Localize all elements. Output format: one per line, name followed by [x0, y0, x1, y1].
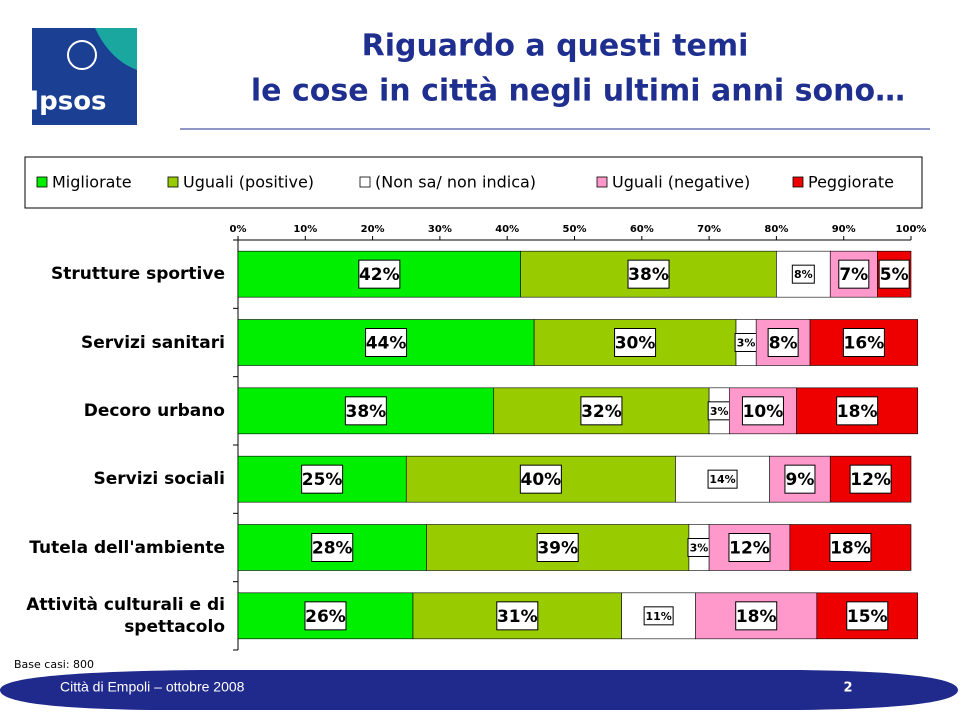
legend-label: Uguali (negative) [612, 173, 750, 192]
value-label: 18% [837, 402, 878, 422]
category-label: Tutela dell'ambiente [29, 537, 225, 558]
legend-label: (Non sa/ non indica) [375, 173, 536, 192]
value-label: 38% [628, 265, 669, 285]
category-label: Servizi sociali [93, 469, 225, 490]
legend-marker [792, 176, 804, 188]
chart-title: Riguardo a questi temi [362, 29, 749, 64]
value-label: 14% [709, 473, 735, 486]
legend-marker [596, 176, 608, 188]
x-tick-label: 10% [293, 224, 317, 235]
value-label: 26% [305, 607, 346, 627]
value-label-box [836, 396, 879, 426]
x-tick-label: 50% [563, 224, 587, 235]
x-tick-label: 100% [896, 224, 927, 235]
value-label: 16% [844, 334, 885, 354]
chart-title: le cose in città negli ultimi anni sono… [251, 74, 905, 109]
value-label: 11% [645, 610, 671, 623]
x-tick-label: 40% [495, 224, 519, 235]
value-label: 12% [729, 539, 770, 559]
value-label-box [301, 464, 344, 494]
value-label: 40% [520, 470, 561, 490]
value-label: 3% [710, 405, 729, 418]
legend-marker [167, 176, 179, 188]
value-label: 38% [346, 402, 387, 422]
value-label: 42% [359, 265, 400, 285]
x-tick-label: 70% [697, 224, 721, 235]
value-label-box [519, 464, 562, 494]
value-label: 32% [581, 402, 622, 422]
category-label: Strutture sportive [51, 264, 225, 285]
x-tick-label: 90% [832, 224, 856, 235]
value-label-box [728, 533, 771, 562]
legend-marker [359, 176, 371, 188]
value-label: 31% [497, 607, 538, 627]
value-label-box [784, 464, 816, 494]
value-label: 8% [769, 334, 798, 354]
logo-text: Ipsos [29, 87, 106, 117]
value-label-box [536, 533, 579, 562]
x-tick-label: 60% [630, 224, 654, 235]
value-label-box [741, 396, 784, 426]
category-label: Decoro urbano [83, 400, 225, 421]
value-label-box [580, 396, 623, 426]
note: Base casi: 800 [14, 658, 94, 671]
value-label: 18% [830, 539, 871, 559]
value-label: 10% [743, 402, 784, 422]
value-label-box [829, 533, 872, 562]
category-label: Attività culturali e di spettacolo [26, 594, 225, 637]
value-label: 3% [737, 337, 756, 350]
value-label-box [365, 328, 408, 357]
value-label-box [344, 396, 387, 426]
value-label-box [358, 259, 401, 289]
footer-band [0, 670, 958, 710]
value-label: 15% [847, 607, 888, 627]
x-tick-label: 80% [764, 224, 788, 235]
value-label: 9% [786, 470, 815, 490]
value-label-box [838, 259, 870, 289]
x-tick-label: 30% [428, 224, 452, 235]
value-label: 5% [880, 265, 909, 285]
value-label-box [842, 328, 885, 357]
footer-text: Città di Empoli – ottobre 2008 [60, 679, 245, 695]
value-label: 25% [302, 470, 343, 490]
value-label-box [846, 601, 889, 631]
value-label-box [735, 601, 778, 631]
value-label-box [311, 533, 354, 562]
logo-figure [67, 40, 97, 70]
legend-label: Migliorate [52, 173, 132, 192]
legend-label: Uguali (positive) [183, 173, 314, 192]
value-label-box [791, 264, 815, 284]
value-label-box [878, 259, 910, 289]
value-label: 30% [615, 334, 656, 354]
logo-accent [95, 28, 137, 70]
value-label: 28% [312, 539, 353, 559]
value-label-box [614, 328, 657, 357]
x-tick-label: 20% [361, 224, 385, 235]
legend-marker [36, 176, 48, 188]
value-label-box [767, 328, 799, 357]
value-label-box [304, 601, 347, 631]
value-label-box [849, 464, 892, 494]
category-label: Servizi sanitari [80, 332, 225, 353]
value-label: 3% [690, 542, 709, 555]
x-tick-label: 0% [230, 224, 247, 235]
value-label: 8% [794, 268, 813, 281]
value-label-box [643, 606, 674, 626]
value-label: 39% [537, 539, 578, 559]
value-label-box [707, 469, 738, 489]
legend-label: Peggiorate [808, 173, 894, 192]
value-label: 7% [839, 265, 868, 285]
value-label: 18% [736, 607, 777, 627]
value-label-box [496, 601, 539, 631]
page-number: 2 [843, 681, 852, 696]
value-label: 44% [366, 334, 407, 354]
value-label: 12% [850, 470, 891, 490]
value-label-box [627, 259, 670, 289]
